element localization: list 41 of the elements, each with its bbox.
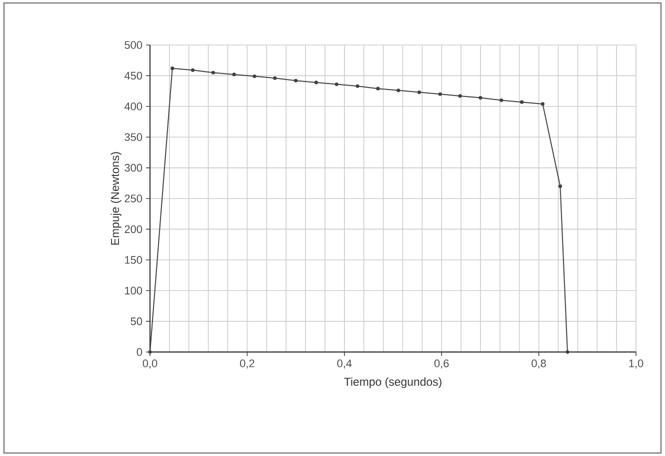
point bbox=[273, 76, 277, 80]
y-tick-label: 0 bbox=[136, 348, 142, 356]
point bbox=[417, 90, 422, 94]
point bbox=[396, 88, 400, 92]
x-tick-label: 0,8 bbox=[532, 360, 546, 369]
point bbox=[520, 100, 524, 104]
x-axis-title: Tiempo (segundos) bbox=[344, 377, 442, 388]
point bbox=[356, 84, 360, 88]
y-tick-label: 100 bbox=[125, 286, 142, 294]
y-tick-label: 450 bbox=[124, 72, 142, 80]
point bbox=[334, 82, 338, 86]
y-tick-label: 300 bbox=[124, 164, 142, 172]
x-tick-label: 0,0 bbox=[142, 360, 158, 369]
point bbox=[478, 96, 482, 100]
point bbox=[252, 74, 256, 78]
point bbox=[438, 92, 442, 96]
point bbox=[540, 102, 544, 106]
y-tick-label: 400 bbox=[124, 102, 142, 110]
point bbox=[558, 184, 562, 188]
point bbox=[294, 78, 298, 82]
y-tick-label: 350 bbox=[124, 133, 142, 141]
point bbox=[458, 94, 462, 98]
x-tick-label: 0,2 bbox=[240, 360, 254, 369]
x-tick-label: 0,4 bbox=[337, 360, 352, 369]
point bbox=[566, 350, 570, 354]
y-axis-title: Empuje (Newtons) bbox=[110, 152, 122, 245]
point bbox=[170, 66, 174, 70]
y-tick-label: 500 bbox=[124, 41, 142, 49]
point bbox=[211, 70, 215, 74]
point bbox=[232, 72, 236, 76]
point bbox=[148, 350, 152, 354]
y-tick-label: 200 bbox=[124, 225, 142, 234]
y-tick-label: 150 bbox=[125, 256, 142, 264]
point bbox=[500, 98, 504, 102]
y-tick-label: 50 bbox=[130, 317, 142, 326]
x-tick-label: 0,6 bbox=[434, 360, 449, 369]
point bbox=[376, 86, 380, 90]
x-tick-label: 1,0 bbox=[629, 360, 644, 369]
point bbox=[190, 68, 195, 72]
point bbox=[314, 80, 318, 84]
y-tick-label: 250 bbox=[124, 194, 142, 202]
